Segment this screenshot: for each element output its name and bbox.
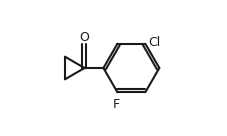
Text: O: O	[79, 31, 88, 44]
Text: F: F	[112, 98, 119, 111]
Text: Cl: Cl	[148, 36, 160, 49]
